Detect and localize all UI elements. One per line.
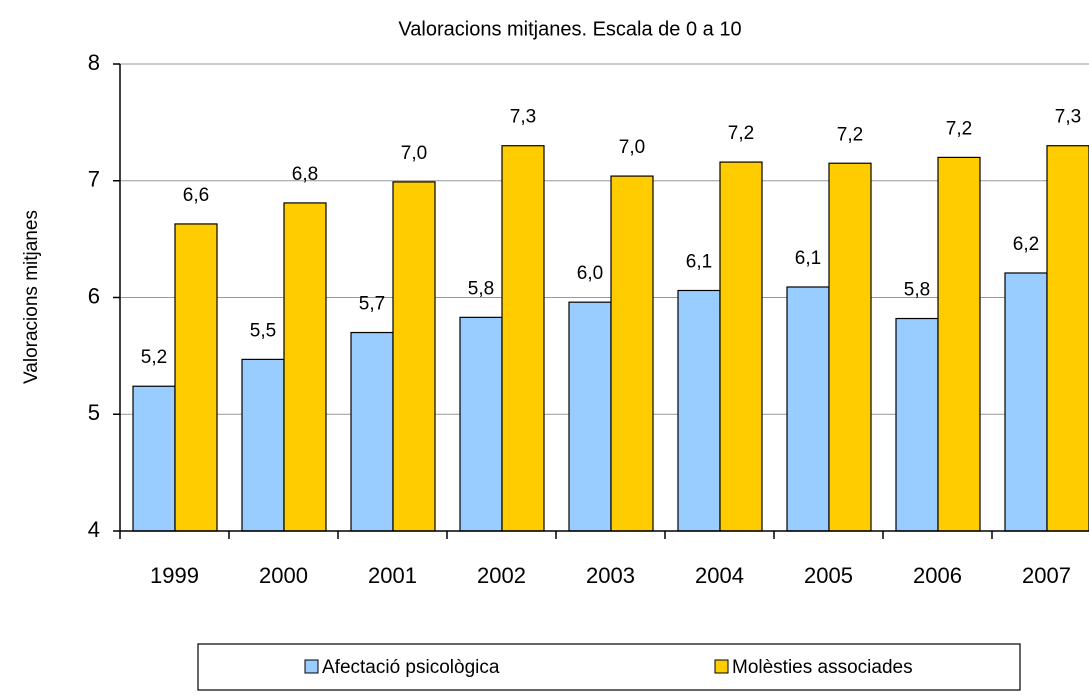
y-tick-label: 6 xyxy=(88,283,100,308)
value-label: 6,1 xyxy=(686,252,712,273)
legend-box xyxy=(197,643,1021,691)
value-label: 5,8 xyxy=(468,278,494,299)
bar xyxy=(828,162,872,532)
value-label: 6,2 xyxy=(1013,234,1039,255)
y-tick-label: 4 xyxy=(88,517,100,542)
value-label: 6,1 xyxy=(795,248,821,269)
chart-title: Valoracions mitjanes. Escala de 0 a 10 xyxy=(398,18,741,40)
x-tick-label: 2005 xyxy=(804,563,853,588)
bar xyxy=(1004,272,1048,532)
bar xyxy=(786,286,830,532)
value-label: 6,6 xyxy=(183,185,209,206)
bar xyxy=(459,316,503,532)
x-tick-label: 1999 xyxy=(150,563,199,588)
y-tick-label: 5 xyxy=(88,400,100,425)
legend-swatch xyxy=(304,659,319,674)
bar xyxy=(895,317,939,532)
bar xyxy=(568,301,612,532)
value-label: 7,0 xyxy=(401,143,427,164)
legend-swatch xyxy=(714,659,729,674)
legend-label: Molèsties associades xyxy=(732,657,913,678)
y-tick-label: 7 xyxy=(88,167,100,192)
x-tick-label: 2002 xyxy=(477,563,526,588)
value-label: 6,0 xyxy=(577,263,603,284)
bar xyxy=(132,385,176,532)
value-label: 7,2 xyxy=(728,123,754,144)
value-label: 5,5 xyxy=(250,320,276,341)
value-label: 6,8 xyxy=(292,164,318,185)
x-tick-label: 2004 xyxy=(695,563,744,588)
value-label: 7,2 xyxy=(946,118,972,139)
bar xyxy=(937,156,981,532)
bar xyxy=(1046,145,1089,532)
y-axis-label: Valoracions mitjanes xyxy=(21,210,42,384)
bar xyxy=(719,161,763,532)
bar xyxy=(283,202,327,532)
bar xyxy=(677,289,721,532)
x-tick-label: 2003 xyxy=(586,563,635,588)
x-tick-label: 2001 xyxy=(368,563,417,588)
bar xyxy=(241,358,285,532)
value-label: 7,0 xyxy=(619,137,645,158)
x-tick-label: 2007 xyxy=(1022,563,1071,588)
value-label: 7,3 xyxy=(510,107,536,128)
bar xyxy=(174,223,218,532)
legend-label: Afectació psicològica xyxy=(322,657,500,678)
value-label: 5,8 xyxy=(904,280,930,301)
bar xyxy=(392,181,436,532)
bar xyxy=(350,331,394,532)
y-tick-label: 8 xyxy=(88,50,100,75)
bar xyxy=(610,175,654,532)
value-label: 5,7 xyxy=(359,294,385,315)
bar xyxy=(501,145,545,532)
x-tick-label: 2000 xyxy=(259,563,308,588)
value-label: 5,2 xyxy=(141,347,167,368)
value-label: 7,2 xyxy=(837,124,863,145)
x-tick-label: 2006 xyxy=(913,563,962,588)
value-label: 7,3 xyxy=(1055,107,1081,128)
